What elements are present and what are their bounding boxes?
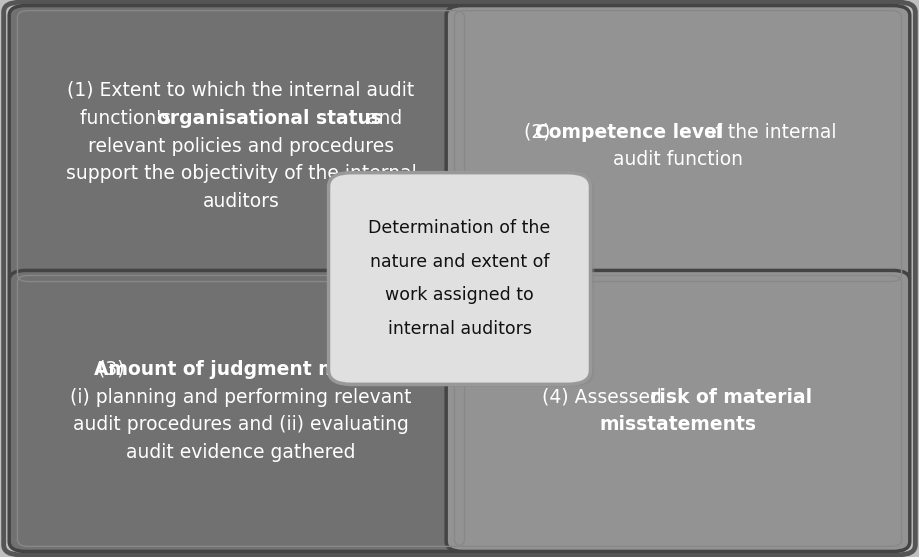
Text: in: in xyxy=(360,360,383,379)
Text: (4) Assessed: (4) Assessed xyxy=(541,388,667,407)
Text: risk of material: risk of material xyxy=(650,388,811,407)
Text: of the internal: of the internal xyxy=(698,123,837,141)
FancyBboxPatch shape xyxy=(333,175,594,387)
Text: Competence level: Competence level xyxy=(535,123,723,141)
FancyBboxPatch shape xyxy=(446,6,910,286)
FancyBboxPatch shape xyxy=(9,6,473,286)
Text: and: and xyxy=(361,109,403,128)
Text: (2): (2) xyxy=(524,123,556,141)
FancyBboxPatch shape xyxy=(446,270,910,551)
Text: support the objectivity of the internal: support the objectivity of the internal xyxy=(65,164,416,183)
Text: audit procedures and (ii) evaluating: audit procedures and (ii) evaluating xyxy=(74,416,409,434)
Text: relevant policies and procedures: relevant policies and procedures xyxy=(88,136,394,155)
FancyBboxPatch shape xyxy=(329,173,590,384)
FancyBboxPatch shape xyxy=(9,270,473,551)
Text: (i) planning and performing relevant: (i) planning and performing relevant xyxy=(70,388,412,407)
Text: work assigned to: work assigned to xyxy=(385,286,534,304)
Text: audit function: audit function xyxy=(613,150,743,169)
Text: misstatements: misstatements xyxy=(599,416,756,434)
Text: (1) Extent to which the internal audit: (1) Extent to which the internal audit xyxy=(67,81,414,100)
Text: function's: function's xyxy=(80,109,177,128)
Text: Determination of the: Determination of the xyxy=(369,219,550,237)
Text: nature and extent of: nature and extent of xyxy=(369,253,550,271)
Text: (3): (3) xyxy=(97,360,130,379)
Text: organisational status: organisational status xyxy=(157,109,382,128)
FancyBboxPatch shape xyxy=(4,2,915,555)
Text: internal auditors: internal auditors xyxy=(388,320,531,338)
Text: auditors: auditors xyxy=(202,192,279,211)
Text: audit evidence gathered: audit evidence gathered xyxy=(126,443,356,462)
Text: Amount of judgment needed: Amount of judgment needed xyxy=(94,360,396,379)
